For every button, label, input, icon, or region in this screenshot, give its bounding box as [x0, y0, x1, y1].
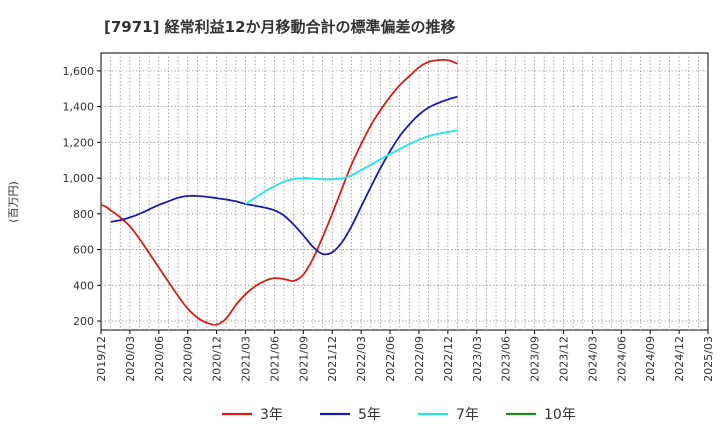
legend-label-3: 7年	[456, 407, 479, 423]
series-line-3	[245, 129, 458, 205]
legend: 3年 5年 7年 10年	[222, 407, 576, 423]
x-axis-ticks: 2019/12 2020/03 2020/06 2020/09 2020/12 2021/…	[95, 330, 715, 382]
x-tick-label: 2021/09	[297, 336, 310, 382]
x-tick-label: 2022/09	[413, 336, 426, 382]
x-tick-label: 2023/09	[529, 336, 542, 382]
legend-label-1: 3年	[260, 407, 283, 423]
x-tick-label: 2022/06	[384, 336, 397, 382]
series-line-2	[110, 95, 458, 256]
y-tick-label: 800	[73, 208, 94, 221]
legend-label-2: 5年	[358, 407, 381, 423]
y-axis-ticks: 200 400 600 800 1,000 1,200 1,400 1,600	[63, 65, 101, 328]
x-tick-label: 2024/12	[673, 336, 686, 382]
chart-title: [7971] 経常利益12か月移動合計の標準偏差の推移	[104, 18, 456, 36]
y-tick-label: 200	[73, 315, 94, 328]
x-tick-label: 2020/03	[124, 336, 137, 382]
x-tick-label: 2021/06	[268, 336, 281, 382]
x-tick-label: 2023/12	[557, 336, 570, 382]
x-tick-label: 2022/03	[355, 336, 368, 382]
x-tick-label: 2019/12	[95, 336, 108, 382]
x-tick-label: 2021/12	[326, 336, 339, 382]
series-layer	[100, 58, 458, 326]
y-tick-label: 600	[73, 244, 94, 257]
y-tick-label: 1,000	[63, 172, 95, 185]
grid	[101, 53, 708, 330]
legend-label-4: 10年	[544, 407, 576, 423]
y-axis-label: (百万円)	[7, 181, 20, 223]
x-tick-label: 2023/03	[471, 336, 484, 382]
x-tick-label: 2023/06	[500, 336, 513, 382]
x-tick-label: 2024/09	[644, 336, 657, 382]
x-tick-label: 2021/03	[240, 336, 253, 382]
series-line-1	[100, 58, 458, 326]
x-tick-label: 2024/06	[615, 336, 628, 382]
x-tick-label: 2022/12	[442, 336, 455, 382]
x-tick-label: 2020/06	[153, 336, 166, 382]
plot-area	[100, 52, 709, 331]
x-tick-label: 2020/12	[211, 336, 224, 382]
y-tick-label: 1,200	[63, 136, 95, 149]
y-tick-label: 1,400	[63, 101, 95, 114]
x-tick-label: 2025/03	[702, 336, 715, 382]
x-tick-label: 2024/03	[586, 336, 599, 382]
x-tick-label: 2020/09	[182, 336, 195, 382]
y-tick-label: 1,600	[63, 65, 95, 78]
y-tick-label: 400	[73, 279, 94, 292]
